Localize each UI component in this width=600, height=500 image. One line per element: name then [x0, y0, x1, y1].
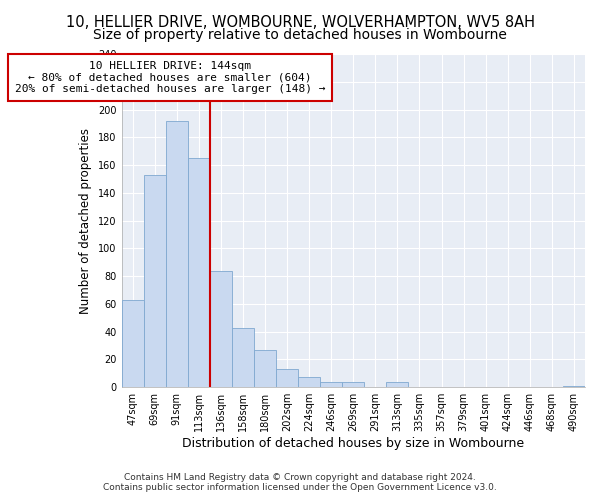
- Bar: [298, 378, 320, 387]
- Text: Contains HM Land Registry data © Crown copyright and database right 2024.
Contai: Contains HM Land Registry data © Crown c…: [103, 473, 497, 492]
- Text: Size of property relative to detached houses in Wombourne: Size of property relative to detached ho…: [93, 28, 507, 42]
- Text: 10, HELLIER DRIVE, WOMBOURNE, WOLVERHAMPTON, WV5 8AH: 10, HELLIER DRIVE, WOMBOURNE, WOLVERHAMP…: [65, 15, 535, 30]
- Bar: [122, 300, 143, 387]
- Bar: [232, 328, 254, 387]
- Bar: [143, 175, 166, 387]
- Bar: [166, 120, 188, 387]
- Y-axis label: Number of detached properties: Number of detached properties: [79, 128, 92, 314]
- Bar: [342, 382, 364, 387]
- Bar: [386, 382, 409, 387]
- Bar: [563, 386, 585, 387]
- X-axis label: Distribution of detached houses by size in Wombourne: Distribution of detached houses by size …: [182, 437, 524, 450]
- Bar: [210, 270, 232, 387]
- Bar: [188, 158, 210, 387]
- Bar: [320, 382, 342, 387]
- Text: 10 HELLIER DRIVE: 144sqm
← 80% of detached houses are smaller (604)
20% of semi-: 10 HELLIER DRIVE: 144sqm ← 80% of detach…: [15, 61, 325, 94]
- Bar: [254, 350, 276, 387]
- Bar: [276, 369, 298, 387]
